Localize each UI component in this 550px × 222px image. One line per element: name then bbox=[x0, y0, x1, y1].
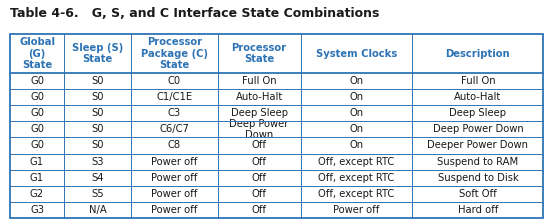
Text: G1: G1 bbox=[30, 157, 44, 166]
Text: S3: S3 bbox=[91, 157, 104, 166]
Text: Deep Sleep: Deep Sleep bbox=[449, 108, 507, 118]
Text: On: On bbox=[349, 141, 364, 151]
Text: Off, except RTC: Off, except RTC bbox=[318, 189, 395, 199]
Text: Deep Power
Down: Deep Power Down bbox=[229, 119, 289, 140]
Text: Deep Sleep: Deep Sleep bbox=[230, 108, 288, 118]
Text: G3: G3 bbox=[30, 205, 44, 215]
Text: S0: S0 bbox=[91, 108, 104, 118]
Text: Power off: Power off bbox=[151, 157, 197, 166]
Text: Auto-Halt: Auto-Halt bbox=[235, 92, 283, 102]
Text: Deep Power Down: Deep Power Down bbox=[432, 124, 523, 134]
Text: Suspend to RAM: Suspend to RAM bbox=[437, 157, 519, 166]
Text: S0: S0 bbox=[91, 92, 104, 102]
Text: Off, except RTC: Off, except RTC bbox=[318, 157, 395, 166]
Text: G0: G0 bbox=[30, 124, 44, 134]
Text: Auto-Halt: Auto-Halt bbox=[454, 92, 502, 102]
Text: S0: S0 bbox=[91, 124, 104, 134]
Text: Full On: Full On bbox=[242, 76, 277, 86]
Text: S5: S5 bbox=[91, 189, 104, 199]
Text: Off: Off bbox=[251, 173, 267, 183]
Text: Off, except RTC: Off, except RTC bbox=[318, 173, 395, 183]
Text: Processor
Package (C)
State: Processor Package (C) State bbox=[141, 37, 208, 70]
Text: Soft Off: Soft Off bbox=[459, 189, 497, 199]
Text: Power off: Power off bbox=[333, 205, 380, 215]
Text: C0: C0 bbox=[168, 76, 181, 86]
Text: Power off: Power off bbox=[151, 205, 197, 215]
Text: Hard off: Hard off bbox=[458, 205, 498, 215]
Text: Power off: Power off bbox=[151, 189, 197, 199]
Text: Full On: Full On bbox=[460, 76, 495, 86]
Text: Off: Off bbox=[251, 205, 267, 215]
Text: Power off: Power off bbox=[151, 173, 197, 183]
Text: Sleep (S)
State: Sleep (S) State bbox=[72, 43, 123, 64]
Text: System Clocks: System Clocks bbox=[316, 49, 397, 59]
Text: C6/C7: C6/C7 bbox=[160, 124, 189, 134]
Text: G2: G2 bbox=[30, 189, 44, 199]
Text: S0: S0 bbox=[91, 141, 104, 151]
Text: On: On bbox=[349, 92, 364, 102]
Text: C8: C8 bbox=[168, 141, 181, 151]
Text: Processor
State: Processor State bbox=[232, 43, 287, 64]
Text: On: On bbox=[349, 108, 364, 118]
Text: C3: C3 bbox=[168, 108, 181, 118]
Text: On: On bbox=[349, 76, 364, 86]
Text: Table 4-6.   G, S, and C Interface State Combinations: Table 4-6. G, S, and C Interface State C… bbox=[10, 7, 379, 20]
Text: Suspend to Disk: Suspend to Disk bbox=[438, 173, 518, 183]
Text: G0: G0 bbox=[30, 76, 44, 86]
Text: G1: G1 bbox=[30, 173, 44, 183]
Text: C1/C1E: C1/C1E bbox=[156, 92, 192, 102]
Text: S0: S0 bbox=[91, 76, 104, 86]
Text: Description: Description bbox=[446, 49, 510, 59]
Text: On: On bbox=[349, 124, 364, 134]
Text: G0: G0 bbox=[30, 92, 44, 102]
Text: G0: G0 bbox=[30, 108, 44, 118]
Text: Off: Off bbox=[251, 157, 267, 166]
Text: Off: Off bbox=[251, 189, 267, 199]
Text: Off: Off bbox=[251, 141, 267, 151]
Text: S4: S4 bbox=[91, 173, 104, 183]
Text: Deeper Power Down: Deeper Power Down bbox=[427, 141, 529, 151]
Text: N/A: N/A bbox=[89, 205, 107, 215]
Text: G0: G0 bbox=[30, 141, 44, 151]
Text: Global
(G)
State: Global (G) State bbox=[19, 37, 55, 70]
